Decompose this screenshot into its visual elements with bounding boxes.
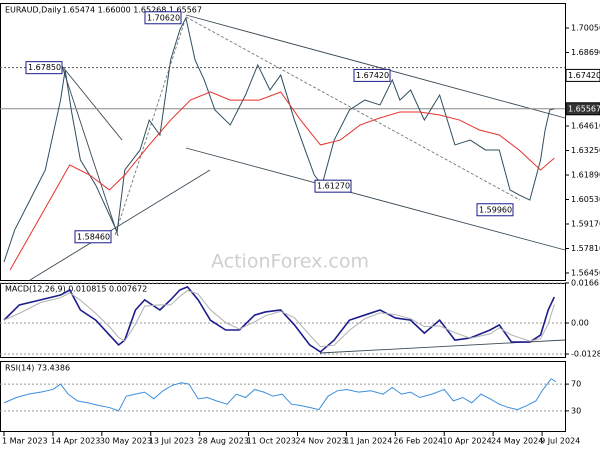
annotation-box <box>144 11 182 25</box>
trend-line <box>29 169 211 281</box>
y-tick-label: 1.63250 <box>571 146 600 155</box>
rsi-title: RSI(14) 73.4386 <box>5 364 70 373</box>
trend-line <box>61 65 119 237</box>
price-box <box>565 68 600 82</box>
x-tick-label: 11 Jan 2024 <box>344 437 392 446</box>
y-tick-label: 70 <box>571 380 581 389</box>
annotation-box <box>74 230 112 244</box>
annotation-box <box>353 68 391 82</box>
series-line <box>3 289 555 348</box>
y-tick-label: 1.59170 <box>571 219 600 228</box>
x-tick-label: 1 Mar 2023 <box>2 437 48 446</box>
annotation-box <box>314 179 352 193</box>
x-tick-label: 24 May 2024 <box>491 437 543 446</box>
watermark: ActionForex.com <box>211 251 369 273</box>
y-tick-label: 1.68690 <box>571 48 600 57</box>
price-box-label: 1.65567 <box>568 104 600 113</box>
x-tick-label: 30 May 2023 <box>100 437 152 446</box>
annotation-box <box>25 61 63 75</box>
annotation-box <box>476 203 514 217</box>
series-line <box>9 91 555 271</box>
price-box <box>565 102 600 116</box>
y-tick-label: -0.012864 <box>571 350 600 359</box>
y-tick-label: 0.00 <box>571 319 589 328</box>
series-line <box>3 16 555 263</box>
annotation-label: 1.67850 <box>28 63 61 72</box>
y-tick-label: 1.56450 <box>571 268 600 277</box>
x-tick-label: 13 Jul 2023 <box>149 437 194 446</box>
y-tick-label: 30 <box>571 406 581 415</box>
annotation-label: 1.70620 <box>147 13 180 22</box>
x-tick-label: 14 Apr 2023 <box>51 437 100 446</box>
macd-title: MACD(12,26,9) 0.010815 0.007672 <box>5 285 147 294</box>
annotation-label: 1.59960 <box>479 205 512 214</box>
y-tick-label: 1.64610 <box>571 122 600 131</box>
x-tick-label: 28 Aug 2023 <box>198 437 249 446</box>
x-tick-label: 11 Oct 2023 <box>247 437 296 446</box>
annotation-label: 1.61270 <box>317 182 350 191</box>
chart-subtitle: 1.65474 1.66000 1.65268 1.65567 <box>62 6 202 15</box>
annotation-label: 1.58460 <box>77 232 110 241</box>
y-tick-label: 0.016619 <box>571 278 600 287</box>
trend-line <box>185 14 566 119</box>
trend-line <box>114 16 187 236</box>
trend-line <box>61 65 123 141</box>
price-box-label: 1.67420 <box>568 71 600 80</box>
y-tick-label: 1.60530 <box>571 195 600 204</box>
annotation-label: 1.67420 <box>356 71 389 80</box>
rsi-pane <box>0 361 566 432</box>
chart-title: EURAUD,Daily <box>5 6 62 15</box>
x-tick-label: 26 Feb 2024 <box>393 437 443 446</box>
series-line <box>3 378 557 412</box>
x-tick-label: 10 Apr 2024 <box>442 437 491 446</box>
x-tick-label: 9 Jul 2024 <box>540 437 580 446</box>
y-tick-label: 1.61890 <box>571 170 600 179</box>
trend-line <box>185 147 566 251</box>
macd-pane <box>0 283 566 358</box>
x-tick-label: 24 Nov 2023 <box>295 437 346 446</box>
y-tick-label: 1.70050 <box>571 24 600 33</box>
y-tick-label: 1.57810 <box>571 244 600 253</box>
